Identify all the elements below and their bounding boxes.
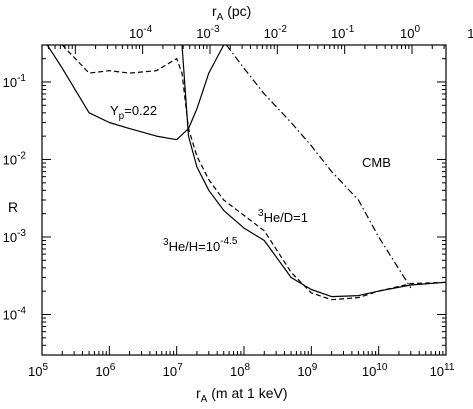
x2-tick-label-exp: -4 — [143, 24, 152, 35]
x-tick-label-base: 10 — [430, 364, 444, 379]
x-axis-label-sub: A — [201, 394, 208, 405]
x-tick-label-exp: 9 — [312, 362, 318, 373]
x-tick-label: 105 — [28, 362, 48, 379]
y-tick-label-base: 10 — [3, 152, 17, 167]
annotation-cmb: CMB — [362, 155, 391, 170]
x2-tick-label-exp: 0 — [414, 24, 420, 35]
x2-axis-label-post: (pc) — [223, 3, 251, 19]
annotation-yp-pre: Y — [110, 103, 119, 118]
y-tick-label-base: 10 — [3, 75, 17, 90]
x2-tick-label: 101 — [467, 24, 473, 41]
annotation-3he-h-sup2: -4.5 — [220, 236, 238, 247]
x2-tick-label-base: 10 — [196, 26, 210, 41]
annotation-yp-sub: p — [119, 111, 125, 122]
annotation-3he-h-post: He/H=10 — [169, 239, 221, 254]
annotation-yp-post: =0.22 — [124, 103, 157, 118]
x2-tick-label-base: 10 — [467, 26, 473, 41]
x2-tick-label: 10-4 — [129, 24, 153, 41]
ticks — [41, 44, 447, 356]
x-tick-label-base: 10 — [362, 364, 376, 379]
y-tick-label: 10-1 — [3, 73, 27, 90]
x-tick-label-exp: 8 — [244, 362, 250, 373]
y-tick-label: 10-2 — [3, 150, 27, 167]
x2-tick-label: 10-1 — [331, 24, 355, 41]
x-tick-label: 1011 — [430, 362, 455, 379]
x-tick-label-base: 10 — [230, 364, 244, 379]
annotation-3he-d: 3He/D=1 — [258, 208, 308, 225]
series — [46, 45, 446, 301]
y-tick-label: 10-4 — [3, 305, 27, 322]
x-tick-label-exp: 6 — [110, 362, 116, 373]
series-line-cmb — [226, 45, 412, 289]
annotation-3he-h-sup: 3 — [163, 237, 169, 248]
x2-axis-label-pre: r — [212, 3, 217, 19]
x-tick-label: 108 — [230, 362, 250, 379]
x-tick-label-exp: 5 — [42, 362, 48, 373]
x2-tick-label: 100 — [400, 24, 420, 41]
x-tick-label-base: 10 — [163, 364, 177, 379]
x2-tick-label-base: 10 — [331, 26, 345, 41]
x-tick-label-base: 10 — [297, 364, 311, 379]
y-tick-label-exp: -3 — [17, 228, 26, 239]
x-tick-label-exp: 10 — [376, 362, 388, 373]
x-tick-label-exp: 11 — [444, 362, 455, 373]
x2-tick-label: 10-2 — [264, 24, 288, 41]
series-line-3he-d-1 — [61, 45, 446, 301]
y-tick-label-exp: -1 — [17, 73, 26, 84]
x2-axis-label: rA (pc) — [212, 3, 251, 23]
x2-tick-label-base: 10 — [264, 26, 278, 41]
x2-tick-label-base: 10 — [129, 26, 143, 41]
annotation-yp: Yp=0.22 — [110, 103, 157, 122]
x-tick-label-base: 10 — [95, 364, 109, 379]
x2-tick-label-exp: -1 — [345, 24, 354, 35]
annotation-3he-d-post: He/D=1 — [264, 210, 308, 225]
series-line-3he-h-10-4-5 — [181, 45, 446, 298]
y-tick-label-exp: -4 — [17, 305, 26, 316]
annotation-3he-d-sup: 3 — [258, 208, 264, 219]
x-axis-label: rA (m at 1 keV) — [196, 385, 287, 405]
annotation-3he-h: 3He/H=10-4.5 — [163, 236, 238, 254]
x-axis-label-pre: r — [196, 385, 201, 401]
x-tick-label: 107 — [163, 362, 183, 379]
y-tick-label-base: 10 — [3, 230, 17, 245]
x-tick-label: 106 — [95, 362, 115, 379]
x-axis-label-post: (m at 1 keV) — [207, 385, 287, 401]
x-tick-label-base: 10 — [28, 364, 42, 379]
x2-tick-label: 10-3 — [196, 24, 220, 41]
y-tick-label: 10-3 — [3, 228, 27, 245]
y-tick-label-exp: -2 — [17, 150, 26, 161]
x-tick-label: 109 — [297, 362, 317, 379]
x-tick-label-exp: 7 — [177, 362, 183, 373]
x2-tick-label-exp: -3 — [211, 24, 220, 35]
series-line-y-p-0-22 — [46, 45, 225, 141]
x2-tick-label-base: 10 — [400, 26, 414, 41]
x-tick-label: 1010 — [362, 362, 388, 379]
x2-tick-label-exp: -2 — [278, 24, 287, 35]
x2-axis-label-sub: A — [217, 12, 224, 23]
plot-frame — [41, 44, 447, 356]
y-axis-label: R — [8, 199, 18, 215]
y-tick-label-base: 10 — [3, 307, 17, 322]
